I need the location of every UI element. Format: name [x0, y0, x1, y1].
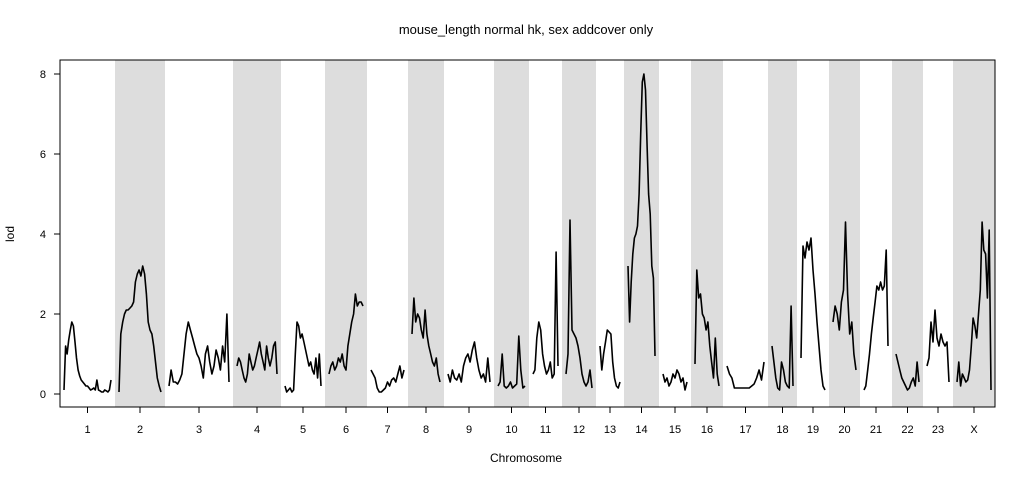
x-tick-label-3: 3	[196, 424, 202, 436]
lod-trace-chr-4	[236, 341, 278, 383]
lod-trace-chr-21	[863, 249, 889, 391]
lod-trace-chr-23	[926, 309, 950, 383]
lod-trace-chr-22	[895, 353, 920, 391]
y-tick-label-6: 6	[40, 149, 46, 161]
chart-title: mouse_length normal hk, sex addcover onl…	[399, 22, 654, 37]
chromosome-band-10	[494, 60, 529, 407]
x-tick-label-16: 16	[701, 424, 713, 436]
lod-trace-chr-X	[956, 221, 992, 391]
chromosome-band-22	[892, 60, 923, 407]
y-tick-label-8: 8	[40, 69, 46, 81]
lod-trace-chr-17	[726, 361, 765, 389]
lod-trace-chr-16	[694, 269, 720, 387]
x-tick-label-2: 2	[137, 424, 143, 436]
lod-trace-chr-14	[627, 73, 656, 357]
lod-trace-chr-20	[832, 221, 857, 371]
chromosome-bands	[115, 60, 995, 407]
x-tick-label-4: 4	[254, 424, 260, 436]
x-tick-label-12: 12	[573, 424, 585, 436]
lod-trace-chr-5	[284, 321, 322, 393]
x-tick-label-10: 10	[505, 424, 517, 436]
y-tick-label-2: 2	[40, 309, 46, 321]
y-tick-label-4: 4	[40, 229, 46, 241]
x-tick-label-23: 23	[932, 424, 944, 436]
x-tick-label-11: 11	[540, 424, 551, 436]
x-tick-label-13: 13	[604, 424, 616, 436]
x-tick-label-20: 20	[838, 424, 850, 436]
chromosome-band-2	[115, 60, 165, 407]
chromosome-band-6	[325, 60, 367, 407]
lod-trace-chr-11	[532, 251, 559, 379]
y-axis: 0 2 4 6 8	[40, 69, 60, 401]
y-tick-label-0: 0	[40, 389, 46, 401]
x-tick-label-9: 9	[466, 424, 472, 436]
x-tick-label-15: 15	[669, 424, 681, 436]
lod-trace-chr-12	[565, 219, 593, 389]
lod-trace-chr-18	[771, 305, 794, 391]
x-tick-label-6: 6	[343, 424, 349, 436]
lod-trace-chr-10	[497, 335, 526, 389]
chromosome-band-X	[953, 60, 995, 407]
x-axis: 1 2 3 4 5 6 7 8 9 10 11 12 13 14 15 16 17 18 19 20 21 22 23 X	[84, 407, 978, 436]
chromosome-band-8	[408, 60, 444, 407]
x-tick-label-X: X	[970, 424, 978, 436]
lod-trace-chr-3	[168, 313, 230, 387]
x-tick-label-19: 19	[807, 424, 819, 436]
lod-trace-chr-15	[662, 369, 688, 391]
lod-trace-chr-19	[800, 237, 826, 391]
x-tick-label-14: 14	[635, 424, 647, 436]
lod-trace-chr-6	[328, 293, 364, 375]
x-tick-label-1: 1	[84, 424, 90, 436]
x-tick-label-18: 18	[776, 424, 788, 436]
x-tick-label-8: 8	[423, 424, 429, 436]
x-tick-label-7: 7	[384, 424, 390, 436]
x-tick-label-21: 21	[870, 424, 882, 436]
lod-trace-chr-1	[63, 321, 112, 393]
chromosome-band-16	[691, 60, 723, 407]
x-tick-label-5: 5	[300, 424, 306, 436]
lod-trace-chr-2	[118, 265, 162, 393]
lod-trace-chr-7	[370, 365, 405, 393]
x-axis-label: Chromosome	[490, 451, 562, 465]
y-axis-label: lod	[3, 226, 17, 242]
lod-trace-chr-8	[411, 297, 441, 383]
lod-traces	[63, 73, 992, 393]
lod-trace-chr-9	[447, 341, 491, 383]
x-tick-label-17: 17	[739, 424, 751, 436]
x-tick-label-22: 22	[901, 424, 913, 436]
lod-trace-chr-13	[599, 329, 621, 389]
